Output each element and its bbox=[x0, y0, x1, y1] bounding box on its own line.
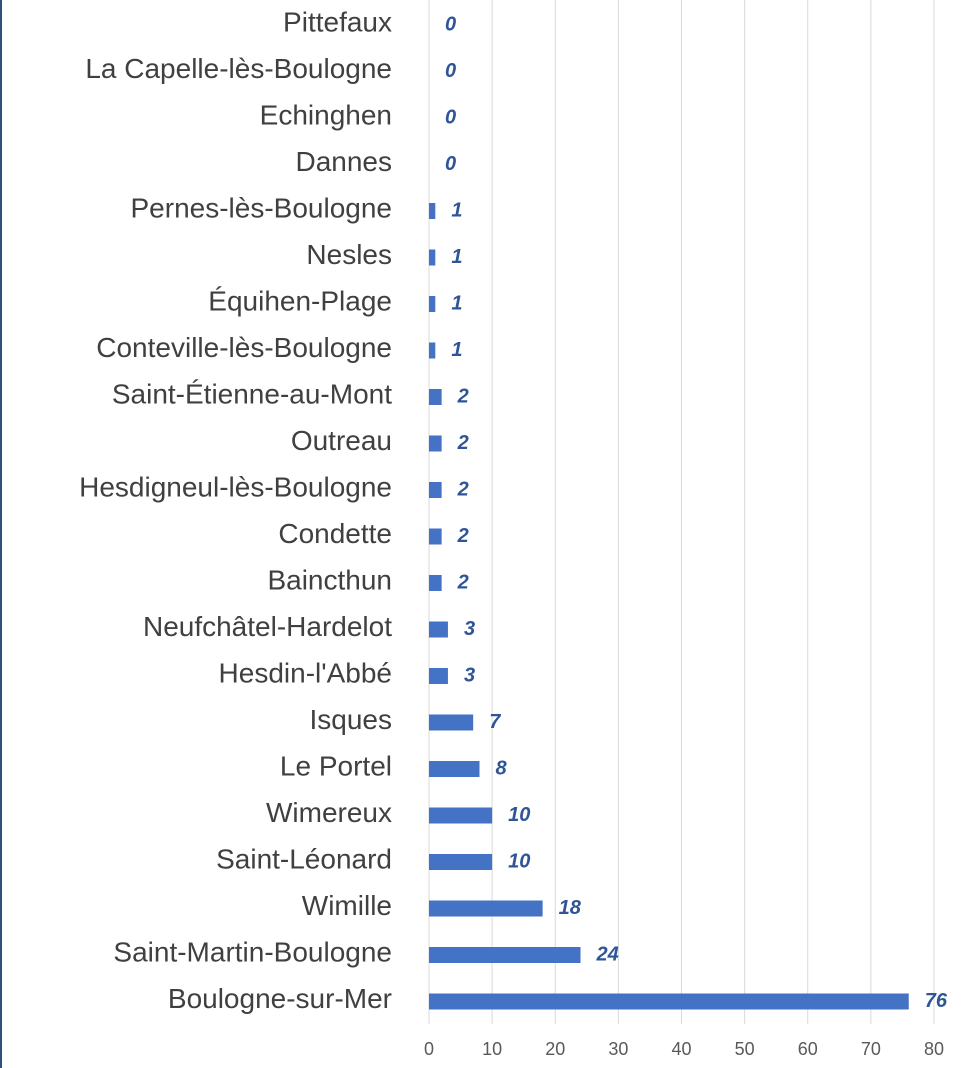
data-label: 2 bbox=[457, 525, 469, 547]
y-tick-label: Baincthun bbox=[267, 564, 392, 595]
y-tick-label: Saint-Martin-Boulogne bbox=[113, 936, 392, 967]
bar bbox=[429, 947, 581, 963]
y-tick-label: Boulogne-sur-Mer bbox=[168, 983, 392, 1014]
x-tick-label: 80 bbox=[924, 1039, 944, 1059]
y-tick-label: Pernes-lès-Boulogne bbox=[131, 192, 393, 223]
data-label: 1 bbox=[451, 292, 462, 314]
y-tick-label: Le Portel bbox=[280, 750, 392, 781]
bar bbox=[429, 621, 448, 638]
y-tick-label: Condette bbox=[278, 518, 392, 549]
data-label: 24 bbox=[596, 943, 619, 965]
data-label: 10 bbox=[508, 804, 530, 826]
y-tick-label: Outreau bbox=[291, 425, 392, 456]
bar bbox=[429, 203, 436, 219]
bar bbox=[429, 528, 442, 545]
x-tick-label: 30 bbox=[608, 1039, 628, 1059]
bar bbox=[429, 575, 442, 591]
bar bbox=[429, 807, 493, 824]
data-label: 0 bbox=[445, 106, 456, 128]
bar bbox=[429, 249, 436, 266]
x-tick-label: 40 bbox=[671, 1039, 691, 1059]
y-tick-label: Isques bbox=[310, 704, 393, 735]
data-label: 2 bbox=[457, 478, 469, 500]
y-tick-label: Saint-Léonard bbox=[216, 843, 392, 874]
data-label: 10 bbox=[508, 850, 530, 872]
y-tick-label: Équihen-Plage bbox=[208, 285, 392, 316]
data-label: 1 bbox=[451, 199, 462, 221]
data-label: 7 bbox=[489, 711, 501, 733]
data-label: 2 bbox=[457, 432, 469, 454]
y-tick-label: Dannes bbox=[295, 146, 392, 177]
bar bbox=[429, 993, 909, 1010]
data-label: 3 bbox=[464, 618, 475, 640]
x-tick-label: 70 bbox=[861, 1039, 881, 1059]
y-tick-label: Conteville-lès-Boulogne bbox=[96, 332, 392, 363]
data-label: 3 bbox=[464, 664, 475, 686]
y-tick-label: Echinghen bbox=[260, 99, 392, 130]
bar bbox=[429, 389, 442, 405]
bar bbox=[429, 761, 480, 777]
data-label: 0 bbox=[445, 60, 456, 82]
x-tick-label: 20 bbox=[545, 1039, 565, 1059]
data-label: 1 bbox=[451, 339, 462, 361]
y-tick-label: Saint-Étienne-au-Mont bbox=[112, 378, 392, 409]
bar bbox=[429, 482, 442, 498]
data-label: 0 bbox=[445, 13, 456, 35]
data-label: 8 bbox=[496, 757, 508, 779]
data-label: 2 bbox=[457, 571, 469, 593]
data-label: 18 bbox=[559, 897, 582, 919]
y-tick-label: Neufchâtel-Hardelot bbox=[143, 611, 392, 642]
y-tick-label: Wimereux bbox=[266, 797, 392, 828]
bar bbox=[429, 296, 436, 312]
data-label: 0 bbox=[445, 153, 456, 175]
y-tick-label: La Capelle-lès-Boulogne bbox=[85, 53, 392, 84]
y-tick-label: Wimille bbox=[302, 890, 392, 921]
x-tick-label: 0 bbox=[424, 1039, 434, 1059]
bar bbox=[429, 668, 448, 684]
bar bbox=[429, 435, 442, 452]
x-tick-label: 50 bbox=[735, 1039, 755, 1059]
bar bbox=[429, 342, 436, 359]
data-label: 1 bbox=[451, 246, 462, 268]
bar bbox=[429, 854, 493, 870]
y-tick-label: Hesdin-l'Abbé bbox=[219, 657, 392, 688]
y-tick-label: Hesdigneul-lès-Boulogne bbox=[79, 471, 392, 502]
x-tick-label: 10 bbox=[482, 1039, 502, 1059]
bar bbox=[429, 714, 474, 731]
y-tick-label: Pittefaux bbox=[283, 6, 392, 37]
x-tick-label: 60 bbox=[798, 1039, 818, 1059]
y-tick-label: Nesles bbox=[306, 239, 392, 270]
data-label: 76 bbox=[925, 990, 948, 1012]
data-label: 2 bbox=[457, 385, 469, 407]
bar bbox=[429, 900, 543, 917]
